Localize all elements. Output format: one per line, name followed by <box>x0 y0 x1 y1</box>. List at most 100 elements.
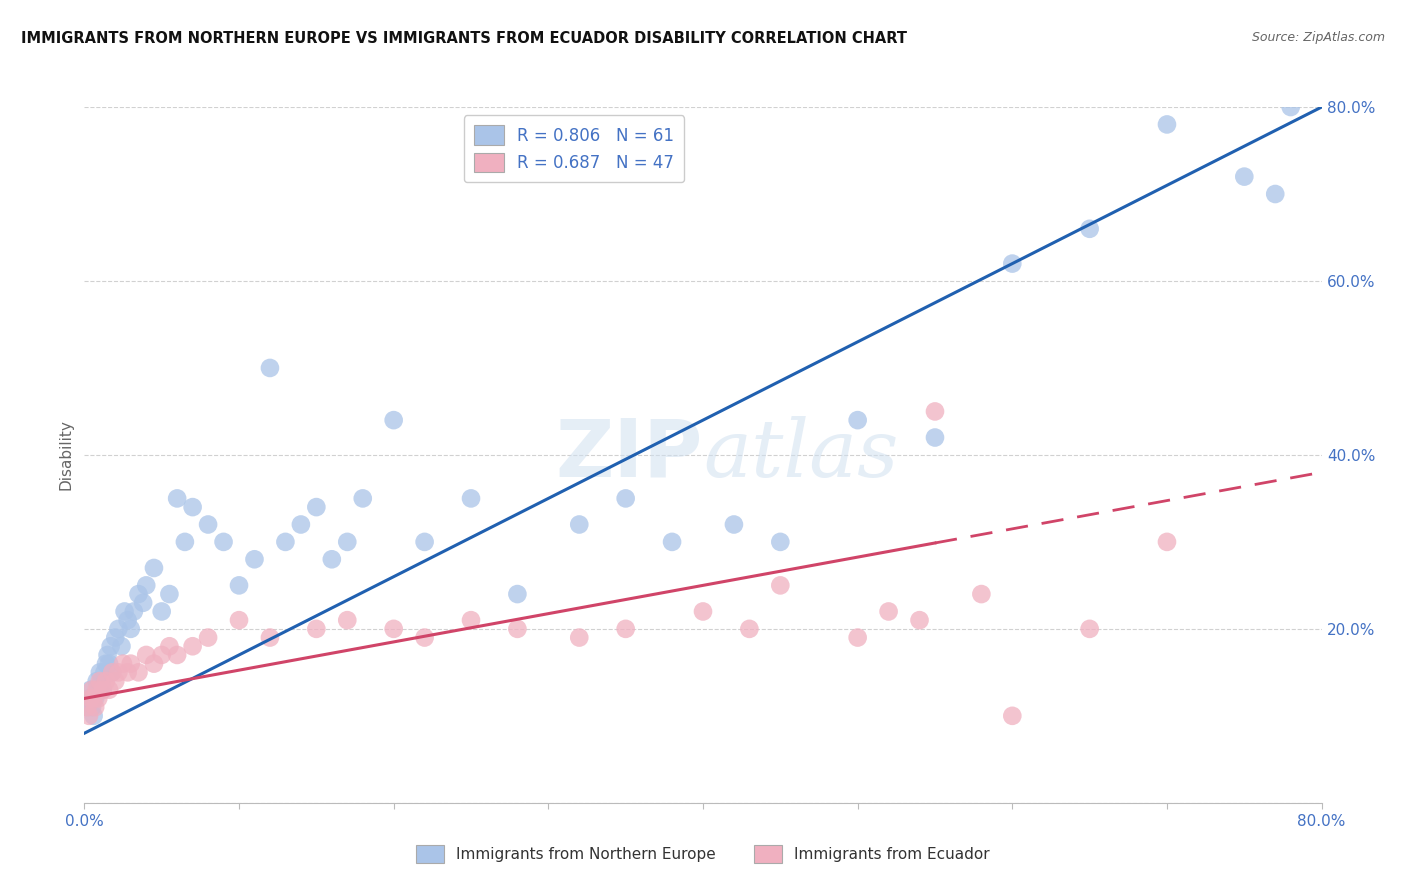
Point <box>352 491 374 506</box>
Point <box>120 657 142 671</box>
Point <box>100 639 122 653</box>
Point <box>259 360 281 375</box>
Point <box>117 613 139 627</box>
Point <box>87 682 110 697</box>
Point <box>846 413 869 427</box>
Point <box>79 691 101 706</box>
Point <box>692 605 714 619</box>
Point <box>76 700 98 714</box>
Point <box>128 665 150 680</box>
Point <box>1233 169 1256 184</box>
Text: Source: ZipAtlas.com: Source: ZipAtlas.com <box>1251 31 1385 45</box>
Point <box>769 534 792 549</box>
Point <box>413 631 436 645</box>
Point <box>150 605 173 619</box>
Point <box>82 682 104 697</box>
Point <box>83 691 105 706</box>
Point <box>132 596 155 610</box>
Point <box>166 491 188 506</box>
Point <box>1078 221 1101 235</box>
Point <box>460 491 482 506</box>
Point <box>1264 187 1286 202</box>
Point <box>104 631 127 645</box>
Point <box>87 691 110 706</box>
Point <box>159 587 181 601</box>
Point <box>336 534 359 549</box>
Point <box>128 587 150 601</box>
Point <box>89 674 111 689</box>
Point <box>924 431 946 445</box>
Point <box>91 682 114 697</box>
Point <box>77 691 100 706</box>
Point <box>228 613 250 627</box>
Point <box>1001 708 1024 723</box>
Point <box>382 622 405 636</box>
Legend: Immigrants from Northern Europe, Immigrants from Ecuador: Immigrants from Northern Europe, Immigra… <box>408 836 998 871</box>
Point <box>91 682 114 697</box>
Point <box>84 700 107 714</box>
Point <box>83 708 105 723</box>
Point <box>614 622 637 636</box>
Point <box>460 613 482 627</box>
Point <box>84 691 107 706</box>
Point <box>98 657 121 671</box>
Point <box>336 613 359 627</box>
Point <box>197 517 219 532</box>
Point <box>97 648 120 662</box>
Text: IMMIGRANTS FROM NORTHERN EUROPE VS IMMIGRANTS FROM ECUADOR DISABILITY CORRELATIO: IMMIGRANTS FROM NORTHERN EUROPE VS IMMIG… <box>21 31 907 46</box>
Point <box>101 665 124 680</box>
Point <box>738 622 761 636</box>
Point <box>174 534 197 549</box>
Point <box>568 517 591 532</box>
Point <box>877 605 900 619</box>
Point <box>506 587 529 601</box>
Text: ZIP: ZIP <box>555 416 703 494</box>
Point <box>86 674 108 689</box>
Point <box>243 552 266 566</box>
Point <box>76 700 98 714</box>
Point <box>846 631 869 645</box>
Point <box>114 605 136 619</box>
Point <box>122 605 145 619</box>
Point <box>150 648 173 662</box>
Point <box>614 491 637 506</box>
Point <box>181 500 204 514</box>
Point <box>77 708 100 723</box>
Y-axis label: Disability: Disability <box>59 419 75 491</box>
Point <box>259 631 281 645</box>
Point <box>908 613 931 627</box>
Point <box>506 622 529 636</box>
Point <box>228 578 250 592</box>
Point <box>970 587 993 601</box>
Point <box>89 665 111 680</box>
Point <box>94 657 117 671</box>
Point <box>305 622 328 636</box>
Point <box>1078 622 1101 636</box>
Point <box>120 622 142 636</box>
Point <box>1156 117 1178 131</box>
Point <box>166 648 188 662</box>
Point <box>101 665 124 680</box>
Point <box>274 534 297 549</box>
Point <box>107 622 129 636</box>
Point <box>79 682 101 697</box>
Point <box>1001 256 1024 270</box>
Point <box>1279 100 1302 114</box>
Point <box>135 578 157 592</box>
Point <box>93 665 115 680</box>
Point <box>1156 534 1178 549</box>
Point <box>98 682 121 697</box>
Point <box>181 639 204 653</box>
Point <box>413 534 436 549</box>
Point <box>107 665 129 680</box>
Point <box>924 404 946 418</box>
Point <box>723 517 745 532</box>
Point <box>290 517 312 532</box>
Point <box>135 648 157 662</box>
Point <box>86 682 108 697</box>
Point <box>112 657 135 671</box>
Point <box>305 500 328 514</box>
Point <box>382 413 405 427</box>
Text: atlas: atlas <box>703 417 898 493</box>
Point <box>321 552 343 566</box>
